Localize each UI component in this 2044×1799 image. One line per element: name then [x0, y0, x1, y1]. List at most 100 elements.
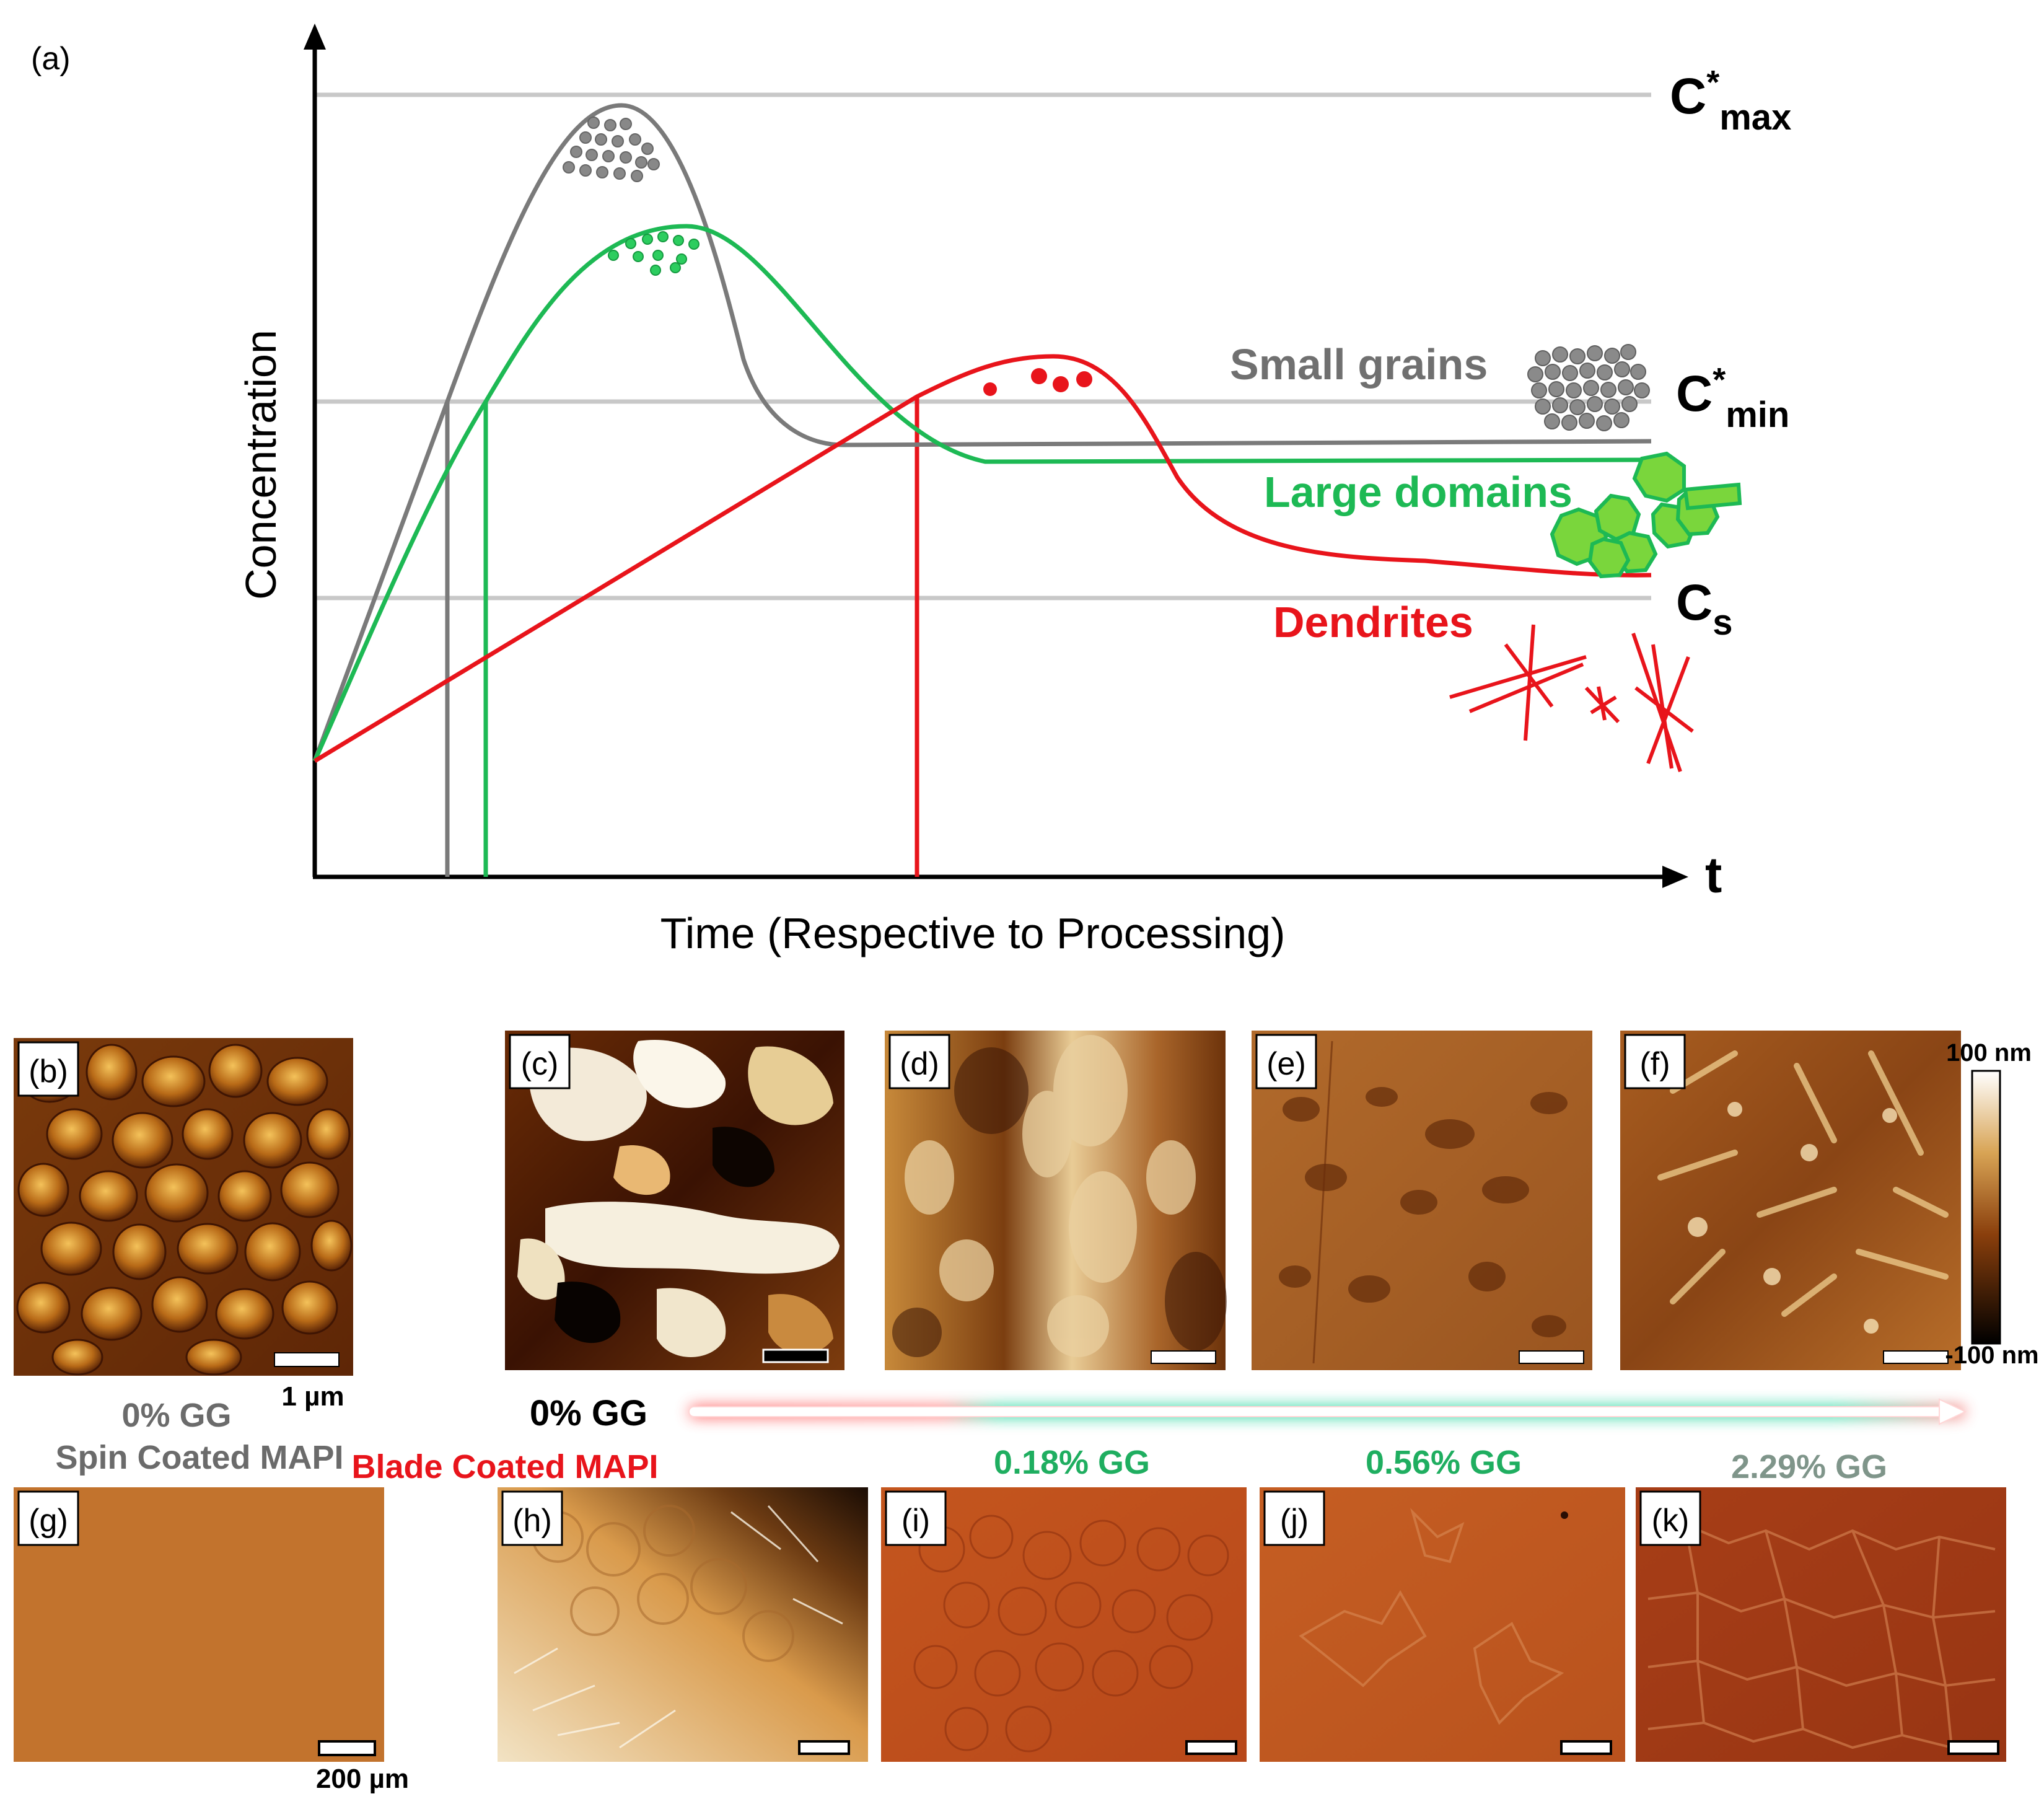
optical-k-scale-bar	[1947, 1740, 1999, 1755]
rod	[1781, 1273, 1837, 1317]
arrow-head	[1939, 1398, 1967, 1425]
grain	[1544, 413, 1560, 429]
cell	[637, 1573, 689, 1625]
dark-spot	[1279, 1265, 1311, 1288]
dark-spot	[1305, 1164, 1347, 1191]
optical-h-label: (h)	[512, 1503, 552, 1539]
gray-nucleus	[563, 161, 575, 174]
grain	[217, 1170, 272, 1222]
afm-f-label-box	[1624, 1034, 1686, 1089]
cell	[1112, 1589, 1156, 1634]
optical-h-cells	[532, 1505, 794, 1662]
gg-gradient-arrow	[688, 1398, 1967, 1425]
grain	[1569, 399, 1586, 415]
grain	[1552, 397, 1568, 413]
afm-b-label: (b)	[29, 1053, 68, 1089]
green-nucleus	[650, 265, 661, 276]
grain	[1618, 379, 1634, 395]
grain	[1630, 364, 1646, 380]
optical-row: (g) 200 µm (h)	[14, 1487, 2006, 1794]
green-nucleus	[670, 262, 681, 273]
gray-nucleus	[629, 133, 641, 146]
cell	[913, 1645, 958, 1689]
dark-region	[892, 1308, 942, 1357]
dendrite-needle	[1504, 643, 1554, 708]
afm-f-scale-bar	[1883, 1350, 1949, 1364]
afm-panel-e: (e)	[1252, 1031, 1592, 1370]
x-axis-arrowhead	[1662, 866, 1688, 888]
x-axis-symbol: t	[1705, 847, 1722, 904]
afm-row: (b) 1 µm (c)	[14, 1031, 2039, 1412]
grain	[1569, 348, 1586, 364]
gray-nucleus	[620, 118, 632, 130]
grain	[112, 1223, 167, 1280]
green-curve	[312, 224, 1652, 762]
gray-nucleus	[647, 158, 660, 170]
bright-region	[1053, 1035, 1128, 1146]
grain-boundary	[1647, 1721, 1996, 1749]
gray-nucleus	[579, 164, 592, 177]
green-nucleus	[657, 231, 669, 242]
optical-panel-h: (h)	[498, 1487, 868, 1762]
afm-f-label: (f)	[1639, 1046, 1670, 1082]
grain	[144, 1163, 209, 1223]
y-axis-arrowhead	[304, 24, 326, 50]
grain	[182, 1108, 234, 1160]
grain	[151, 1276, 208, 1333]
cell	[944, 1707, 989, 1751]
star-domain	[1473, 1622, 1564, 1725]
optical-i-scale-bar	[1185, 1740, 1237, 1755]
dendrites-label: Dendrites	[1273, 598, 1473, 646]
grain-boundary	[1765, 1530, 1804, 1730]
afm-e-label: (e)	[1266, 1046, 1306, 1082]
needle	[619, 1709, 676, 1749]
grain	[306, 1108, 351, 1160]
panel-a: (a)	[31, 24, 1791, 957]
dark-spot	[1366, 1087, 1398, 1107]
red-nucleus	[1053, 376, 1069, 392]
cell	[1079, 1520, 1126, 1567]
green-nuclei	[608, 231, 700, 276]
afm-c-label-box	[509, 1034, 571, 1089]
grain-boundary	[1684, 1524, 1705, 1723]
red-nuclei	[983, 368, 1092, 396]
afm-e-label-box	[1255, 1034, 1317, 1089]
dark-region	[555, 1282, 621, 1344]
afm-e-features	[1279, 1087, 1568, 1337]
optical-j-speck	[1561, 1511, 1568, 1519]
rod	[1657, 1150, 1738, 1181]
domain-hexagon	[1632, 451, 1686, 503]
green-nucleus	[608, 250, 619, 261]
gg-056-caption: 0.56% GG	[1366, 1444, 1522, 1481]
bright-region	[939, 1239, 994, 1301]
optical-h-label-box	[501, 1490, 563, 1546]
green-nucleus	[633, 251, 644, 262]
grain	[1579, 413, 1595, 429]
optical-j-label: (j)	[1280, 1503, 1309, 1539]
grain	[1561, 415, 1577, 431]
cell	[1092, 1650, 1139, 1697]
grain	[1587, 396, 1603, 412]
grain	[46, 1108, 103, 1160]
dendrite-needle	[1634, 686, 1694, 733]
flake	[1688, 1217, 1708, 1237]
optical-panel-g: (g)	[14, 1487, 384, 1762]
green-nucleus	[673, 235, 684, 246]
grain	[1596, 415, 1612, 431]
star-domain	[1410, 1508, 1465, 1564]
cell	[643, 1505, 695, 1557]
gray-nucleus	[579, 131, 592, 144]
green-nucleus	[642, 234, 653, 245]
cell	[1022, 1531, 1072, 1580]
green-nucleus	[652, 250, 664, 261]
rod	[1856, 1249, 1949, 1280]
dark-spot	[1425, 1119, 1475, 1149]
optical-j-stars	[1299, 1508, 1564, 1725]
afm-panel-d: (d)	[885, 1031, 1227, 1370]
grain	[81, 1287, 143, 1341]
grain	[1634, 382, 1650, 398]
bright-region	[633, 1040, 726, 1108]
grain	[266, 1057, 328, 1106]
optical-k-label: (k)	[1652, 1503, 1690, 1539]
afm-d-label: (d)	[900, 1046, 939, 1082]
